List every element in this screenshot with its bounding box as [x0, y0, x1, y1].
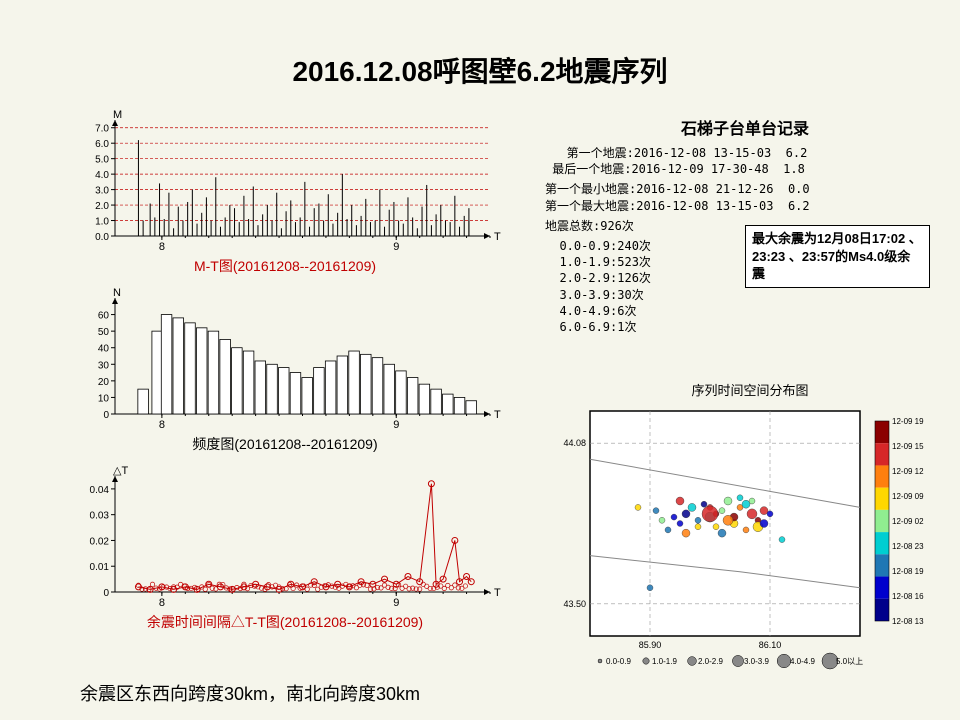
- svg-text:40: 40: [98, 344, 110, 355]
- annotation-box: 最大余震为12月08日17:02 、23:23 、23:57的Ms4.0级余震: [745, 225, 930, 288]
- svg-text:1.0: 1.0: [95, 217, 109, 228]
- mt-chart: 0.0 1.0 2.0 3.0 4.0 5.0 6.0 7.0 8 9 M T M-T图(201612…: [60, 108, 510, 278]
- mt-caption: M-T图(20161208--20161209): [60, 256, 510, 276]
- svg-text:1.0-1.9: 1.0-1.9: [652, 657, 677, 666]
- scatter-title: 序列时间空间分布图: [560, 380, 940, 399]
- svg-text:4.0: 4.0: [95, 170, 109, 181]
- svg-text:4.0-4.9: 4.0-4.9: [790, 657, 815, 666]
- svg-text:12-09 15: 12-09 15: [892, 442, 924, 451]
- svg-text:8: 8: [159, 419, 165, 431]
- svg-text:0.0: 0.0: [95, 232, 109, 243]
- svg-text:6.0: 6.0: [95, 139, 109, 150]
- svg-text:T: T: [494, 587, 501, 599]
- svg-text:85.90: 85.90: [639, 640, 662, 650]
- svg-text:10: 10: [98, 393, 110, 404]
- svg-text:5.0以上: 5.0以上: [836, 657, 863, 666]
- station-minmax: 第一个最小地震:2016-12-08 21-12-26 0.0 第一个最大地震:…: [545, 181, 945, 213]
- station-title: 石梯子台单台记录: [545, 115, 945, 139]
- svg-text:2.0-2.9: 2.0-2.9: [698, 657, 723, 666]
- svg-text:12-08 19: 12-08 19: [892, 567, 924, 576]
- svg-text:12-09 09: 12-09 09: [892, 492, 924, 501]
- svg-text:12-08 13: 12-08 13: [892, 617, 924, 626]
- dt-caption: 余震时间间隔△T-T图(20161208--20161209): [60, 612, 510, 632]
- svg-text:12-08 16: 12-08 16: [892, 592, 924, 601]
- svg-text:60: 60: [98, 311, 110, 322]
- scatter-block: 序列时间空间分布图 85.90 86.10 43.50 44.08 12-09 19 12…: [560, 380, 940, 686]
- svg-text:86.10: 86.10: [759, 640, 782, 650]
- page-title: 2016.12.08呼图壁6.2地震序列: [0, 50, 960, 90]
- svg-text:0.03: 0.03: [90, 511, 110, 522]
- svg-text:50: 50: [98, 327, 110, 338]
- svg-text:T: T: [494, 231, 501, 243]
- svg-text:0: 0: [103, 410, 109, 421]
- bottom-caption: 余震区东西向跨度30km，南北向跨度30km: [80, 680, 420, 706]
- svg-text:9: 9: [393, 597, 399, 609]
- svg-text:30: 30: [98, 360, 110, 371]
- svg-text:7.0: 7.0: [95, 124, 109, 135]
- svg-text:N: N: [113, 287, 121, 299]
- left-column: 0.0 1.0 2.0 3.0 4.0 5.0 6.0 7.0 8 9 M T M-T图(201612…: [60, 108, 510, 642]
- svg-text:12-09 12: 12-09 12: [892, 467, 924, 476]
- svg-text:8: 8: [159, 241, 165, 253]
- svg-text:12-08 23: 12-08 23: [892, 542, 924, 551]
- station-first-last: 第一个地震:2016-12-08 13-15-03 6.2 最后一个地震:201…: [545, 145, 945, 177]
- freq-chart: 0 10 20 30 40 50 60 8 9 N T 频度图(20161208--20161209…: [60, 286, 510, 456]
- svg-text:0.02: 0.02: [90, 536, 110, 547]
- svg-text:△T: △T: [113, 465, 128, 477]
- svg-text:12-09 19: 12-09 19: [892, 417, 924, 426]
- svg-text:0.01: 0.01: [90, 562, 110, 573]
- svg-text:3.0: 3.0: [95, 186, 109, 197]
- svg-text:0.04: 0.04: [90, 485, 110, 496]
- freq-caption: 频度图(20161208--20161209): [60, 434, 510, 454]
- svg-text:0.0-0.9: 0.0-0.9: [606, 657, 631, 666]
- svg-text:9: 9: [393, 419, 399, 431]
- svg-text:9: 9: [393, 241, 399, 253]
- svg-text:20: 20: [98, 377, 110, 388]
- svg-text:2.0: 2.0: [95, 201, 109, 212]
- svg-text:0: 0: [103, 588, 109, 599]
- dt-chart: 0 0.01 0.02 0.03 0.04 8 9 △T T 余震时间间隔△T-T图(20161…: [60, 464, 510, 634]
- svg-text:8: 8: [159, 597, 165, 609]
- svg-text:5.0: 5.0: [95, 155, 109, 166]
- svg-text:12-09 02: 12-09 02: [892, 517, 924, 526]
- svg-text:44.08: 44.08: [563, 438, 586, 448]
- svg-text:T: T: [494, 409, 501, 421]
- svg-text:3.0-3.9: 3.0-3.9: [744, 657, 769, 666]
- svg-text:43.50: 43.50: [563, 599, 586, 609]
- svg-text:M: M: [113, 109, 122, 121]
